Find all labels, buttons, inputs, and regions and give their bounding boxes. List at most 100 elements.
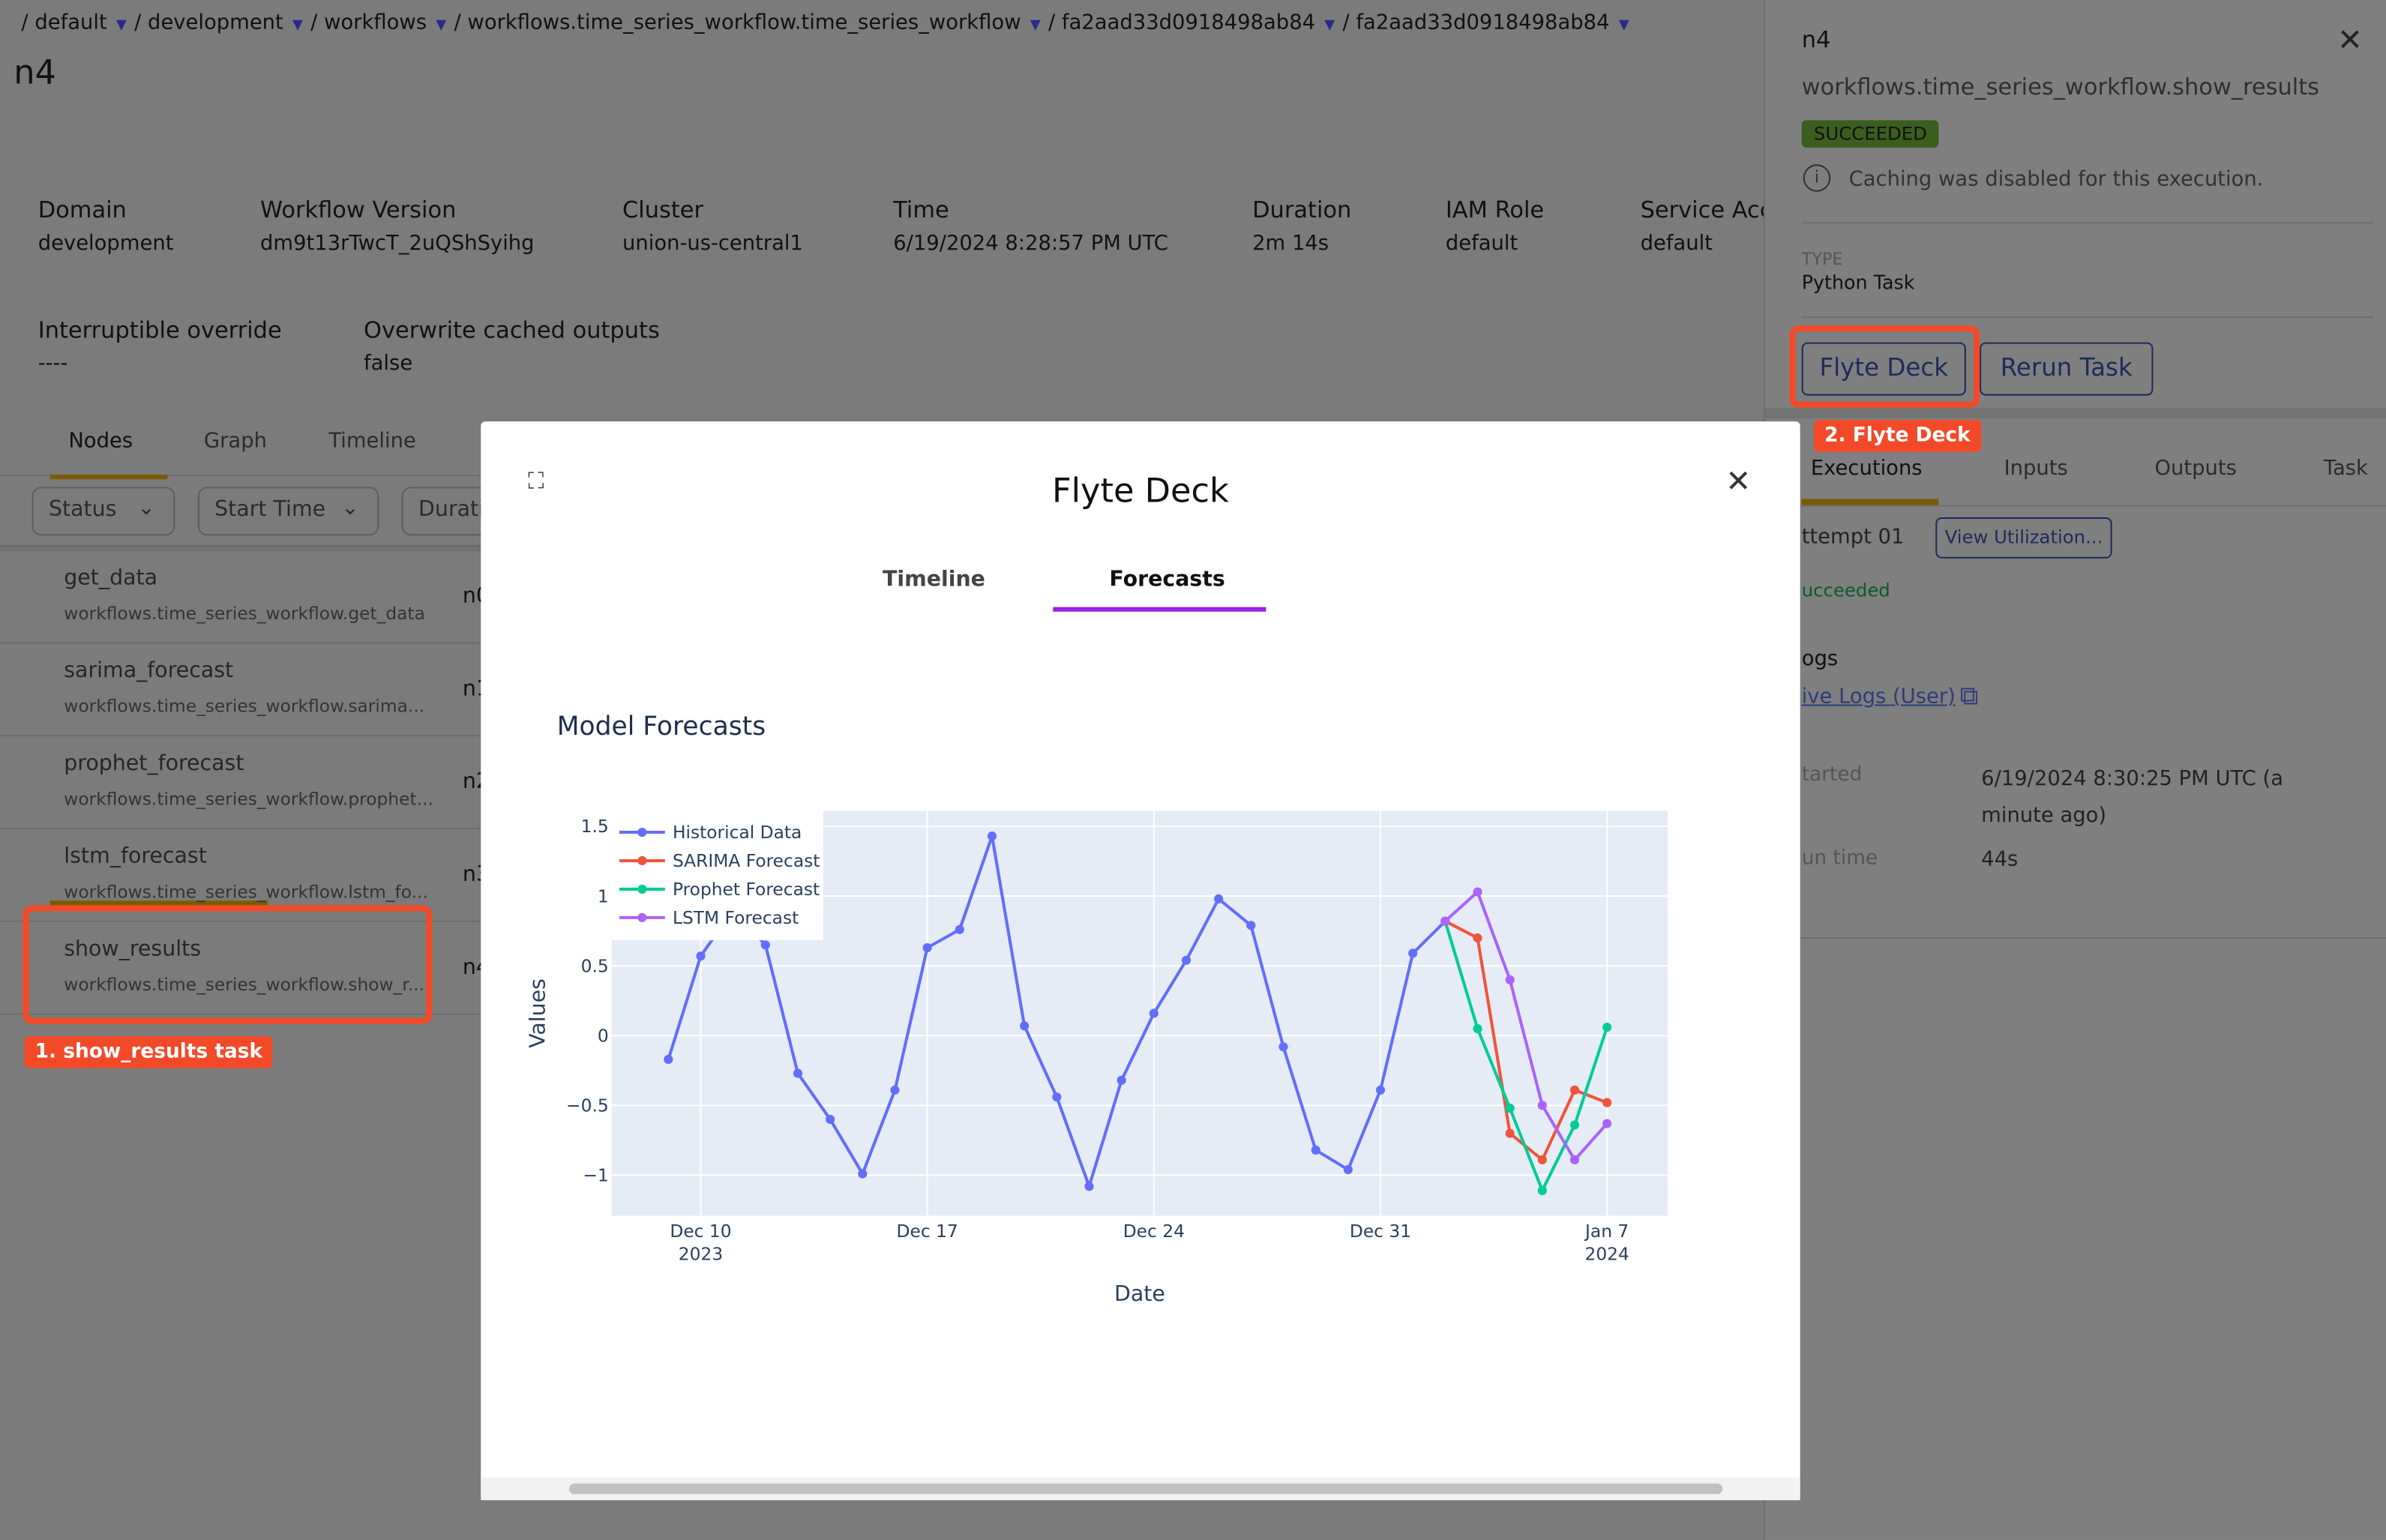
- breadcrumb-workflows[interactable]: / workflows: [310, 10, 427, 35]
- node-task: workflows.time_series_workflow.lstm_fo..…: [64, 880, 428, 903]
- data-point: [1537, 1185, 1547, 1195]
- tab-deck-forecasts[interactable]: Forecasts: [1109, 567, 1225, 592]
- status-badge: SUCCEEDED: [1801, 120, 1940, 148]
- tab-timeline[interactable]: Timeline: [328, 429, 416, 454]
- tab-graph[interactable]: Graph: [203, 429, 267, 454]
- tab-forecasts-indicator: [1053, 607, 1266, 612]
- tab-task[interactable]: Task: [2323, 456, 2368, 481]
- meta-value: dm9t13rTwcT_2uQShSyihg: [260, 231, 535, 256]
- type-label: TYPE: [1801, 249, 1843, 270]
- expand-icon[interactable]: ⛶: [528, 466, 544, 495]
- node-task: workflows.time_series_workflow.sarima...: [64, 695, 425, 717]
- breadcrumb-project[interactable]: / development: [134, 10, 283, 35]
- chevron-down-icon[interactable]: ▼: [292, 18, 304, 34]
- meta-duration: Duration 2m 14s: [1252, 196, 1351, 256]
- data-point: [1473, 887, 1482, 897]
- horizontal-scrollbar[interactable]: [568, 1483, 1723, 1494]
- data-point: [1214, 894, 1224, 903]
- node-row[interactable]: sarima_forecast workflows.time_series_wor…: [0, 642, 490, 735]
- chevron-down-icon[interactable]: ▼: [436, 18, 447, 34]
- data-point: [1117, 1075, 1126, 1085]
- divider: [0, 544, 481, 548]
- breadcrumb-execution[interactable]: / fa2aad33d0918498ab84: [1048, 10, 1316, 35]
- data-point: [1181, 955, 1192, 965]
- page-title: n4: [13, 55, 56, 93]
- rerun-task-button[interactable]: Rerun Task: [1980, 342, 2154, 396]
- flyte-deck-modal: ⛶ Flyte Deck ✕ Timeline Forecasts Model …: [481, 421, 1800, 1500]
- chevron-down-icon[interactable]: ▼: [1324, 18, 1335, 34]
- panel-title: n4: [1801, 25, 1831, 54]
- data-point: [1569, 1120, 1580, 1130]
- meta-value: 2m 14s: [1252, 231, 1329, 256]
- live-logs-link[interactable]: ive Logs (User): [1801, 685, 1956, 709]
- breadcrumb-workflow[interactable]: / workflows.time_series_workflow.time_se…: [454, 10, 1021, 35]
- tab-outputs[interactable]: Outputs: [2154, 456, 2237, 481]
- breadcrumb-node[interactable]: / fa2aad33d0918498ab84: [1342, 10, 1610, 35]
- legend-marker: [637, 884, 647, 894]
- data-point: [1084, 1182, 1094, 1191]
- x-tick-sublabel: 2023: [679, 1243, 723, 1264]
- status-filter[interactable]: Status ⌄: [31, 487, 175, 536]
- filter-label: Status: [48, 497, 117, 523]
- legend-label: LSTM Forecast: [673, 907, 799, 928]
- meta-service-account: Service Acc default: [1641, 196, 1773, 256]
- meta-value: default: [1445, 231, 1518, 256]
- node-row[interactable]: get_data workflows.time_series_workflow.g…: [0, 549, 490, 643]
- data-point: [1343, 1164, 1353, 1175]
- x-axis-label: Date: [1114, 1281, 1165, 1306]
- meta-overwrite-cache: Overwrite cached outputs false: [364, 316, 660, 376]
- chevron-down-icon[interactable]: ▼: [1618, 18, 1629, 34]
- x-tick-label: Dec 17: [897, 1221, 958, 1242]
- tab-inputs[interactable]: Inputs: [2004, 456, 2068, 481]
- node-row-selected[interactable]: show_results workflows.time_series_workfl…: [0, 920, 490, 1015]
- external-link-icon[interactable]: ⧉: [1959, 682, 1979, 712]
- tab-executions[interactable]: Executions: [1810, 456, 1923, 481]
- data-point: [1537, 1101, 1547, 1110]
- start-time-filter[interactable]: Start Time ⌄: [197, 487, 379, 536]
- data-point: [1440, 916, 1450, 926]
- data-point: [858, 1169, 868, 1179]
- data-point: [1602, 1098, 1612, 1107]
- meta-label: Overwrite cached outputs: [364, 316, 660, 344]
- data-point: [1569, 1155, 1580, 1165]
- tab-nodes[interactable]: Nodes: [68, 429, 133, 454]
- meta-domain: Domain development: [38, 196, 174, 256]
- tab-deck-timeline[interactable]: Timeline: [882, 567, 985, 592]
- data-point: [1052, 1092, 1062, 1102]
- data-point: [664, 1054, 673, 1065]
- data-point: [696, 951, 706, 961]
- y-tick-label: 0: [598, 1025, 609, 1046]
- data-point: [890, 1085, 900, 1095]
- chevron-down-icon[interactable]: ▼: [1030, 18, 1041, 34]
- data-point: [793, 1068, 803, 1078]
- close-icon[interactable]: ✕: [2337, 21, 2364, 58]
- attempt-status: ucceeded: [1801, 580, 1890, 601]
- x-tick-sublabel: 2024: [1584, 1243, 1629, 1264]
- data-point: [1149, 1008, 1159, 1018]
- series-line-prophet-forecast: [1443, 921, 1609, 1194]
- meta-value: 6/19/2024 8:28:57 PM UTC: [893, 231, 1168, 256]
- data-point: [1537, 1155, 1547, 1165]
- divider: [1801, 222, 2374, 224]
- breadcrumb-default[interactable]: / default: [21, 10, 107, 35]
- node-row[interactable]: prophet_forecast workflows.time_series_wo…: [0, 735, 490, 828]
- logs-heading: ogs: [1801, 646, 1839, 671]
- tab-nodes-indicator: [49, 900, 268, 907]
- data-point: [1473, 933, 1482, 943]
- y-tick-label: 0.5: [581, 955, 609, 976]
- close-icon[interactable]: ✕: [1725, 462, 1752, 499]
- series-line-lstm-forecast: [1443, 889, 1608, 1163]
- node-task: workflows.time_series_workflow.show_r...: [64, 973, 425, 996]
- y-tick-label: −1: [583, 1165, 608, 1186]
- view-utilization-button[interactable]: View Utilization...: [1935, 517, 2112, 559]
- meta-iam-role: IAM Role default: [1446, 196, 1544, 256]
- node-task: workflows.time_series_workflow.get_data: [64, 602, 425, 625]
- flyte-deck-button[interactable]: Flyte Deck: [1801, 342, 1966, 396]
- meta-value: development: [37, 231, 174, 256]
- tab-active-underline: [49, 475, 168, 480]
- section-title: Model Forecasts: [556, 712, 766, 743]
- chevron-down-icon[interactable]: ▼: [115, 18, 127, 34]
- node-name: get_data: [64, 565, 158, 591]
- meta-workflow-version: Workflow Version dm9t13rTwcT_2uQShSyihg: [260, 196, 535, 256]
- annotation-box-flyte-deck: [1789, 325, 1980, 408]
